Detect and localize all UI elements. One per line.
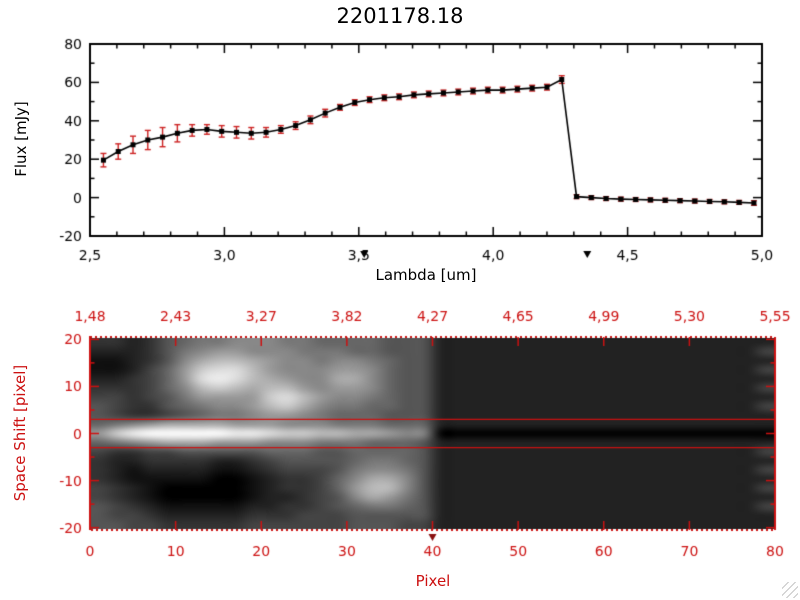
resize-grip-icon[interactable] bbox=[782, 582, 798, 598]
